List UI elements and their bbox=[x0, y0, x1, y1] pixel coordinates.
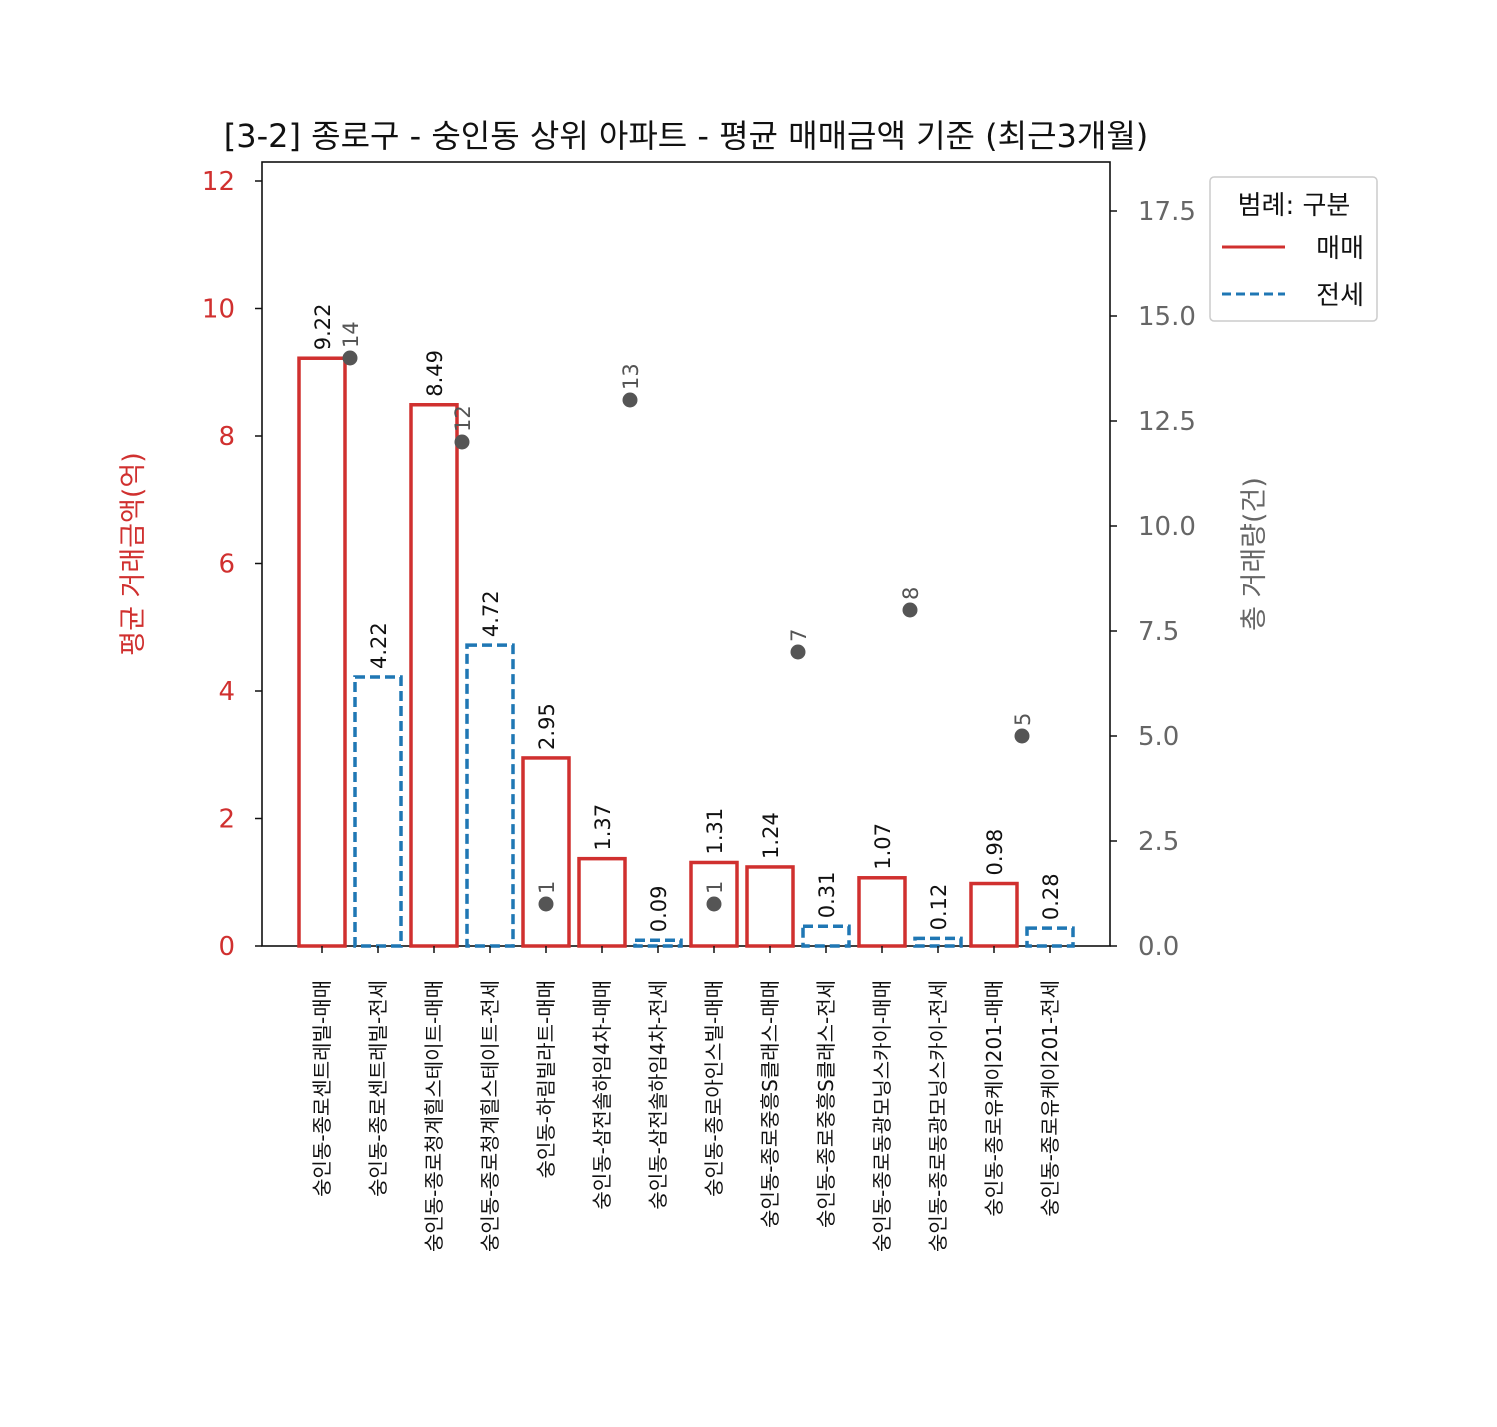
y-tick-label-left: 2 bbox=[218, 805, 235, 835]
y-tick-label-left: 6 bbox=[218, 550, 235, 580]
bar-value-label: 9.22 bbox=[311, 303, 335, 350]
plot-frame bbox=[261, 161, 1111, 947]
bar-sale bbox=[745, 865, 795, 948]
x-tick-label: 숭인동-종로동광모닝스카이-전세 bbox=[926, 980, 950, 1252]
legend-label-lease: 전세 bbox=[1316, 281, 1364, 311]
bar-value-label: 1.37 bbox=[591, 804, 615, 851]
bar-value-label: 0.28 bbox=[1039, 873, 1063, 920]
x-tick-label: 숭인동-종로센트레빌-전세 bbox=[366, 980, 390, 1197]
x-tick-label: 숭인동-삼전솔하임4차-매매 bbox=[590, 980, 614, 1210]
count-point bbox=[902, 602, 918, 618]
x-tick-label: 숭인동-종로유케이201-매매 bbox=[982, 980, 1006, 1217]
y-tick-label-right: 2.5 bbox=[1138, 827, 1179, 857]
y-tick-label-left: 10 bbox=[202, 295, 235, 325]
count-point bbox=[538, 896, 554, 912]
y-tick-label-left: 8 bbox=[218, 422, 235, 452]
bar-value-label: 4.22 bbox=[367, 622, 391, 669]
y-tick-label-left: 4 bbox=[218, 677, 235, 707]
bar-lease bbox=[913, 936, 963, 948]
y-tick-label-right: 12.5 bbox=[1138, 407, 1196, 437]
bar-lease bbox=[801, 924, 851, 948]
count-value-label: 1 bbox=[535, 881, 559, 894]
bar-sale bbox=[297, 356, 347, 948]
y-axis-label-right: 총 거래량(건) bbox=[1239, 477, 1270, 631]
bar-value-label: 2.95 bbox=[535, 703, 559, 750]
count-point bbox=[1014, 728, 1030, 744]
x-tick-label: 숭인동-종로아인스빌-매매 bbox=[702, 980, 726, 1197]
count-value-label: 12 bbox=[451, 405, 475, 432]
x-tick-label: 숭인동-종로중흥S클래스-매매 bbox=[758, 980, 782, 1228]
bar-value-label: 0.98 bbox=[983, 829, 1007, 876]
x-tick-label: 숭인동-삼전솔하임4차-전세 bbox=[646, 980, 670, 1210]
count-value-label: 14 bbox=[339, 321, 363, 348]
x-tick-label: 숭인동-종로청계힐스테이트-매매 bbox=[422, 980, 446, 1252]
count-value-label: 8 bbox=[899, 587, 923, 600]
legend-box bbox=[1209, 176, 1378, 322]
y-tick-label-left: 12 bbox=[202, 167, 235, 197]
bar-sale bbox=[577, 856, 627, 948]
count-point bbox=[342, 350, 358, 366]
count-value-label: 13 bbox=[619, 363, 643, 390]
x-tick-label: 숭인동-하림빌라트-매매 bbox=[534, 980, 558, 1178]
bar-value-label: 0.12 bbox=[927, 884, 951, 931]
bar-lease bbox=[353, 675, 403, 948]
chart-title: [3-2] 종로구 - 숭인동 상위 아파트 - 평균 매매금액 기준 (최근3… bbox=[224, 117, 1149, 155]
legend-label-sale: 매매 bbox=[1316, 234, 1364, 264]
bar-sale bbox=[969, 881, 1019, 948]
bar-value-label: 4.72 bbox=[479, 590, 503, 637]
count-point bbox=[454, 434, 470, 450]
legend: 범례: 구분 매매 전세 bbox=[1209, 176, 1378, 322]
count-value-label: 1 bbox=[703, 881, 727, 894]
y-tick-label-right: 7.5 bbox=[1138, 617, 1179, 647]
bar-value-label: 0.09 bbox=[647, 885, 671, 932]
y-tick-label-right: 0.0 bbox=[1138, 932, 1179, 962]
y-tick-label-left: 0 bbox=[218, 932, 235, 962]
bars bbox=[297, 356, 1075, 948]
x-tick-label: 숭인동-종로동광모닝스카이-매매 bbox=[870, 980, 894, 1252]
left-axis: 0 2 4 6 8 10 12 bbox=[202, 167, 262, 962]
count-points: 14 12 1 13 1 7 8 5 bbox=[339, 321, 1035, 912]
bar-value-label: 1.07 bbox=[871, 823, 895, 870]
count-value-label: 7 bbox=[787, 629, 811, 642]
legend-title: 범례: 구분 bbox=[1238, 191, 1351, 221]
y-tick-label-right: 5.0 bbox=[1138, 722, 1179, 752]
x-tick-label: 숭인동-종로중흥S클래스-전세 bbox=[814, 980, 838, 1228]
bar-sale bbox=[409, 403, 459, 948]
x-axis: 숭인동-종로센트레빌-매매 숭인동-종로센트레빌-전세 숭인동-종로청계힐스테이트-… bbox=[310, 946, 1062, 1252]
bar-value-label: 8.49 bbox=[423, 350, 447, 397]
bar-sale bbox=[521, 756, 571, 948]
x-tick-label: 숭인동-종로청계힐스테이트-전세 bbox=[478, 980, 502, 1252]
bar-sale bbox=[857, 876, 907, 948]
bar-value-label: 0.31 bbox=[815, 871, 839, 918]
y-tick-label-right: 10.0 bbox=[1138, 512, 1196, 542]
x-tick-label: 숭인동-종로센트레빌-매매 bbox=[310, 980, 334, 1197]
count-point bbox=[790, 644, 806, 660]
right-axis: 0.0 2.5 5.0 7.5 10.0 12.5 15.0 17.5 bbox=[1110, 197, 1196, 962]
count-point bbox=[622, 392, 638, 408]
x-tick-label: 숭인동-종로유케이201-전세 bbox=[1038, 980, 1062, 1217]
count-point bbox=[706, 896, 722, 912]
y-axis-label-left: 평균 거래금액(억) bbox=[118, 452, 149, 656]
bar-value-label: 1.24 bbox=[759, 812, 783, 859]
y-tick-label-right: 15.0 bbox=[1138, 302, 1196, 332]
bar-lease bbox=[633, 938, 683, 948]
count-value-label: 5 bbox=[1011, 713, 1035, 726]
bar-value-label: 1.31 bbox=[703, 808, 727, 855]
bar-lease bbox=[465, 643, 515, 948]
bar-labels: 9.22 4.22 8.49 4.72 2.95 1.37 0.09 1.31 1.24 0.31… bbox=[311, 303, 1063, 932]
bar-lease bbox=[1025, 926, 1075, 948]
y-tick-label-right: 17.5 bbox=[1138, 197, 1196, 227]
